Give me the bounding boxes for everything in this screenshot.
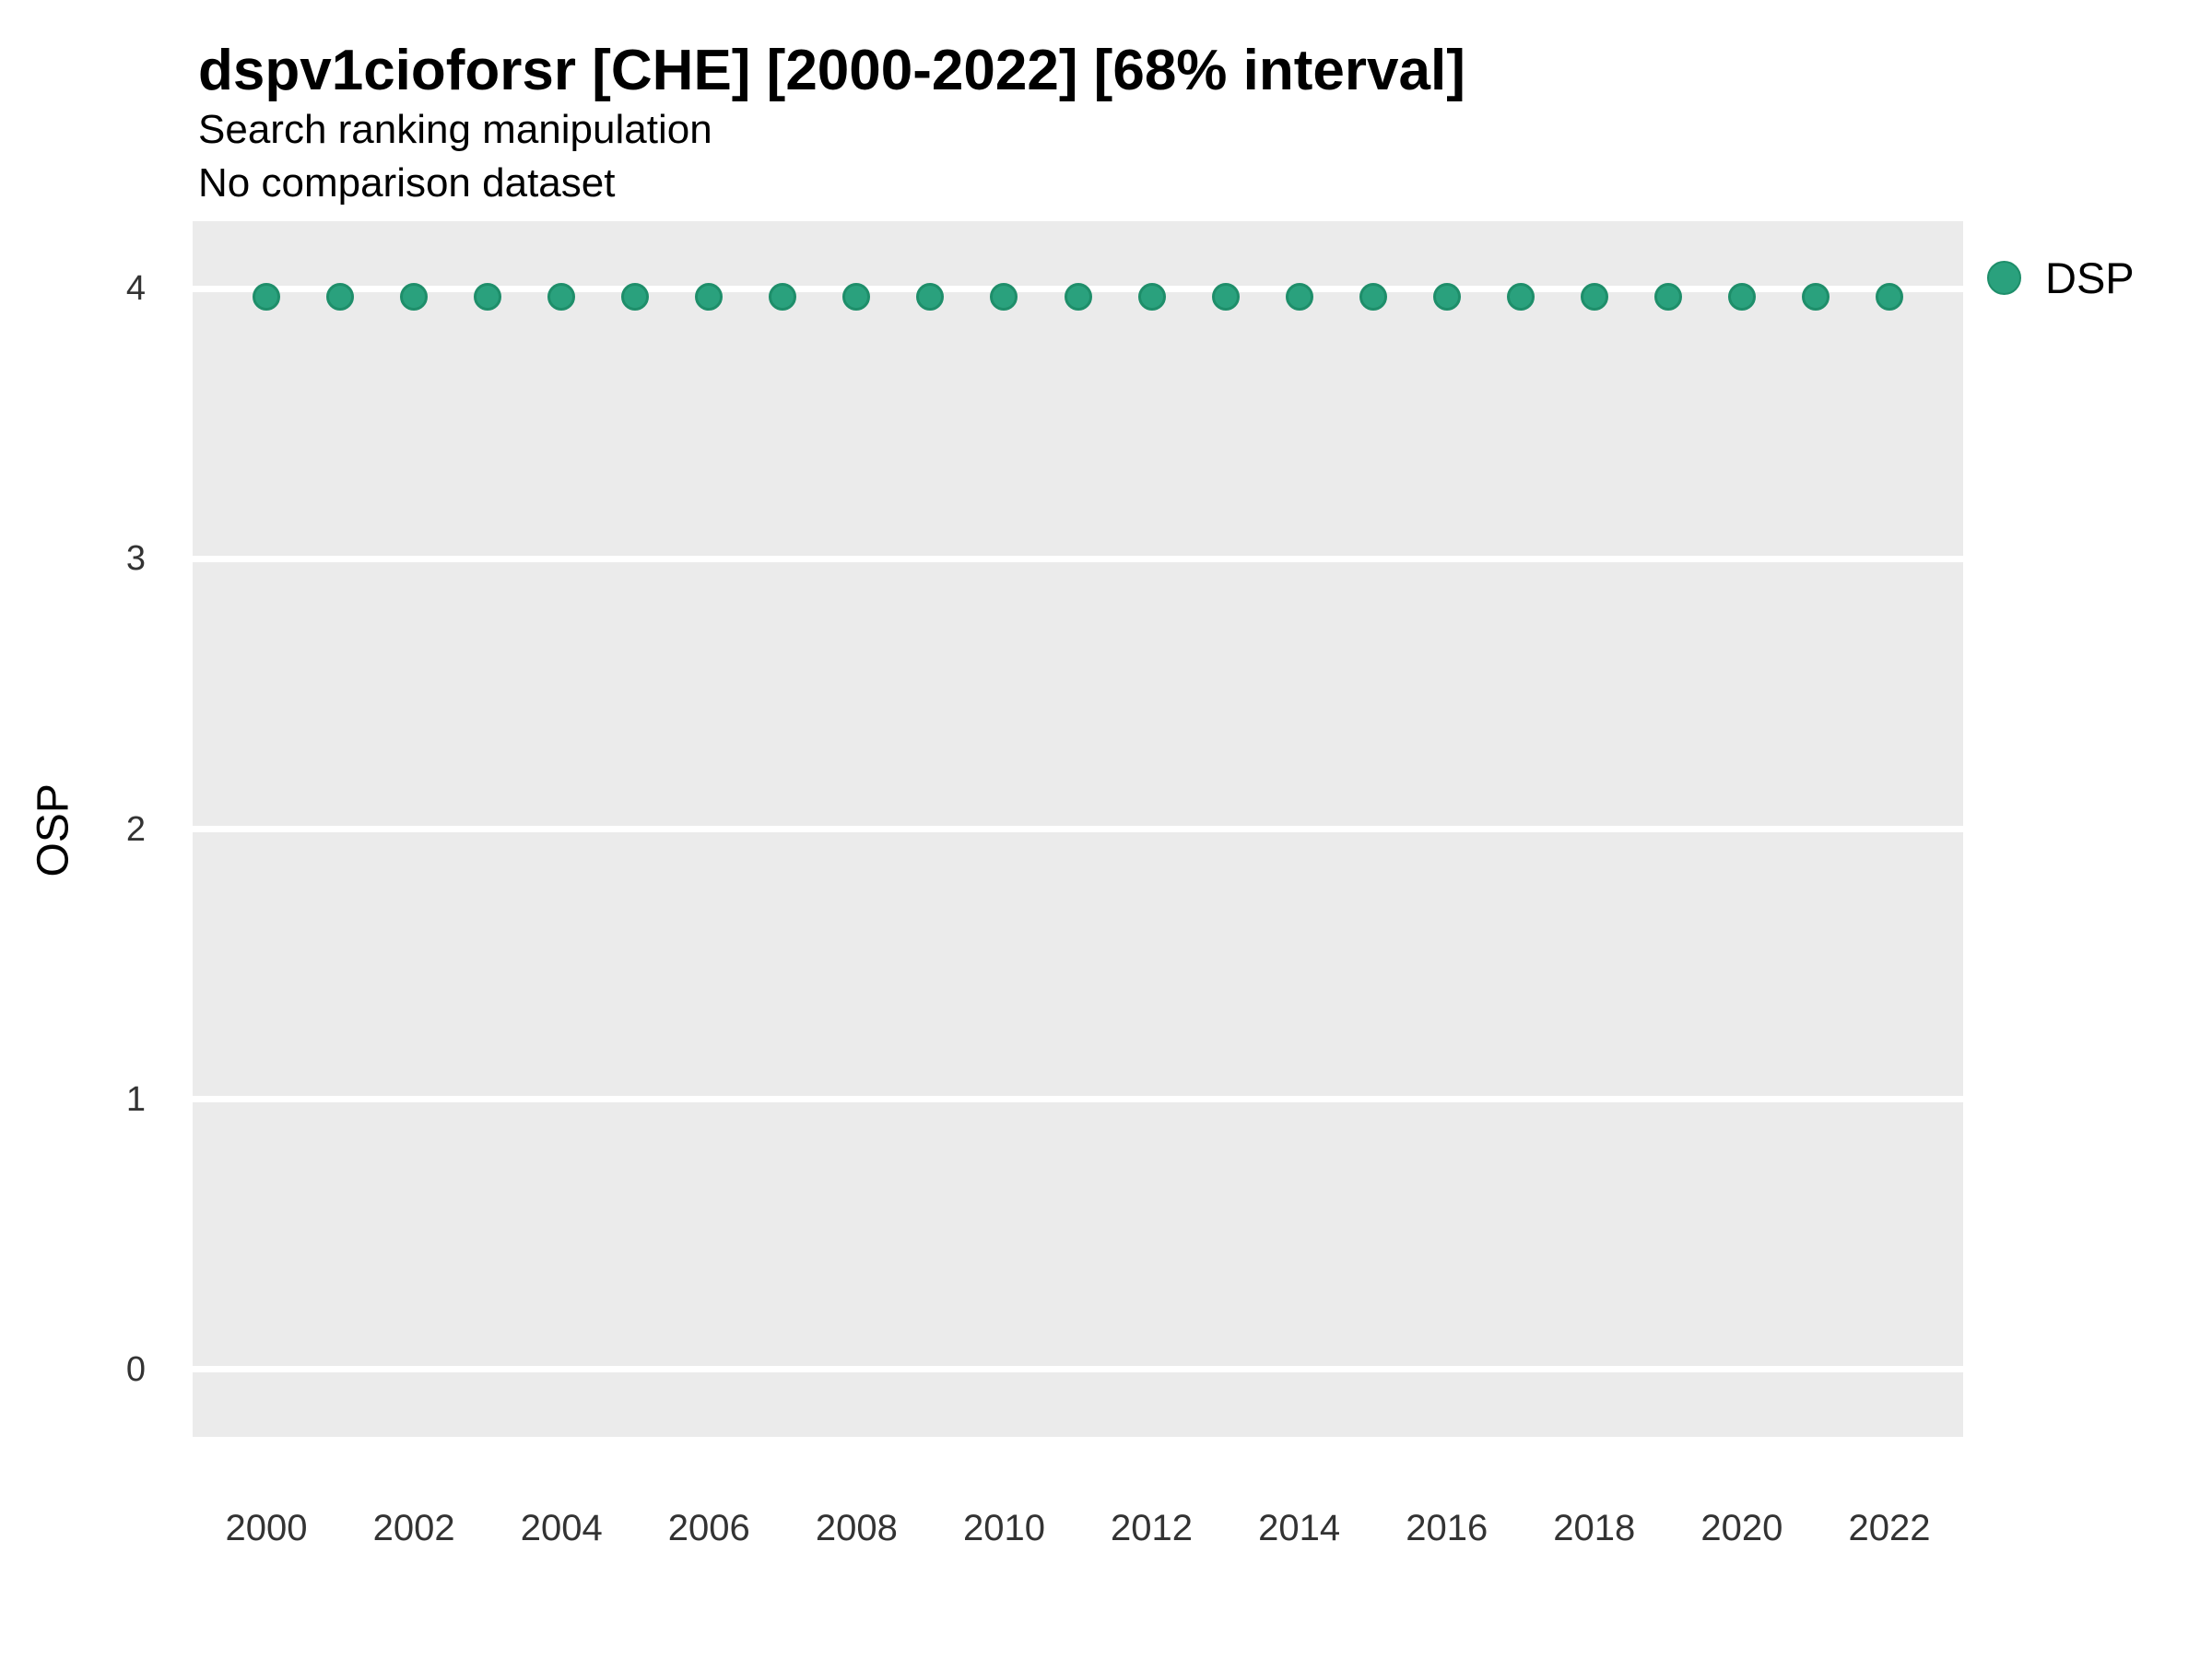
y-tick-label-1: 1 (125, 1079, 146, 1119)
data-point-DSP-2018 (1580, 283, 1608, 312)
gridline-y-1 (193, 1096, 1963, 1103)
data-point-DSP-2013 (1211, 283, 1240, 312)
x-tick-label-2008: 2008 (815, 1508, 898, 1548)
x-tick-label-2002: 2002 (372, 1508, 455, 1548)
legend: DSP (1987, 251, 2135, 304)
gridline-y-3 (193, 555, 1963, 562)
data-point-DSP-2008 (842, 283, 871, 312)
data-point-DSP-2012 (1137, 283, 1166, 312)
y-tick-label-4: 4 (125, 269, 146, 309)
x-tick-label-2018: 2018 (1553, 1508, 1636, 1548)
x-tick-label-2014: 2014 (1258, 1508, 1341, 1548)
data-point-DSP-2009 (916, 283, 945, 312)
data-point-DSP-2016 (1432, 283, 1461, 312)
data-point-DSP-2020 (1727, 283, 1756, 312)
chart-title: dspv1cioforsr [CHE] [2000-2022] [68% int… (198, 39, 1465, 102)
x-tick-label-2020: 2020 (1700, 1508, 1783, 1548)
chart-note: No comparison dataset (198, 160, 616, 206)
data-point-DSP-2011 (1064, 283, 1092, 312)
legend-swatch-icon (1987, 260, 2021, 295)
data-point-DSP-2022 (1875, 283, 1903, 312)
legend-label: DSP (2045, 253, 2135, 302)
gridline-y-0 (193, 1366, 1963, 1373)
x-tick-label-2016: 2016 (1406, 1508, 1488, 1548)
data-point-DSP-2000 (253, 283, 281, 312)
data-point-DSP-2005 (621, 283, 650, 312)
x-tick-label-2010: 2010 (962, 1508, 1045, 1548)
legend-item-DSP: DSP (1987, 251, 2135, 304)
x-tick-label-2022: 2022 (1848, 1508, 1931, 1548)
y-tick-label-2: 2 (125, 809, 146, 849)
x-tick-label-2006: 2006 (667, 1508, 750, 1548)
data-point-DSP-2014 (1285, 283, 1313, 312)
data-point-DSP-2001 (326, 283, 355, 312)
chart-subtitle: Search ranking manipulation (198, 107, 712, 152)
data-point-DSP-2006 (695, 283, 724, 312)
y-tick-label-3: 3 (125, 539, 146, 579)
x-tick-label-2012: 2012 (1111, 1508, 1194, 1548)
data-point-DSP-2010 (990, 283, 1018, 312)
data-point-DSP-2002 (400, 283, 429, 312)
x-tick-label-2000: 2000 (225, 1508, 308, 1548)
data-point-DSP-2021 (1801, 283, 1830, 312)
data-point-DSP-2019 (1653, 283, 1682, 312)
y-tick-label-0: 0 (125, 1349, 146, 1389)
data-point-DSP-2017 (1506, 283, 1535, 312)
data-point-DSP-2003 (474, 283, 502, 312)
data-point-DSP-2007 (769, 283, 797, 312)
data-point-DSP-2015 (1359, 283, 1387, 312)
x-tick-label-2004: 2004 (520, 1508, 603, 1548)
data-point-DSP-2004 (547, 283, 576, 312)
plot-panel (193, 221, 1963, 1437)
gridline-y-2 (193, 826, 1963, 832)
